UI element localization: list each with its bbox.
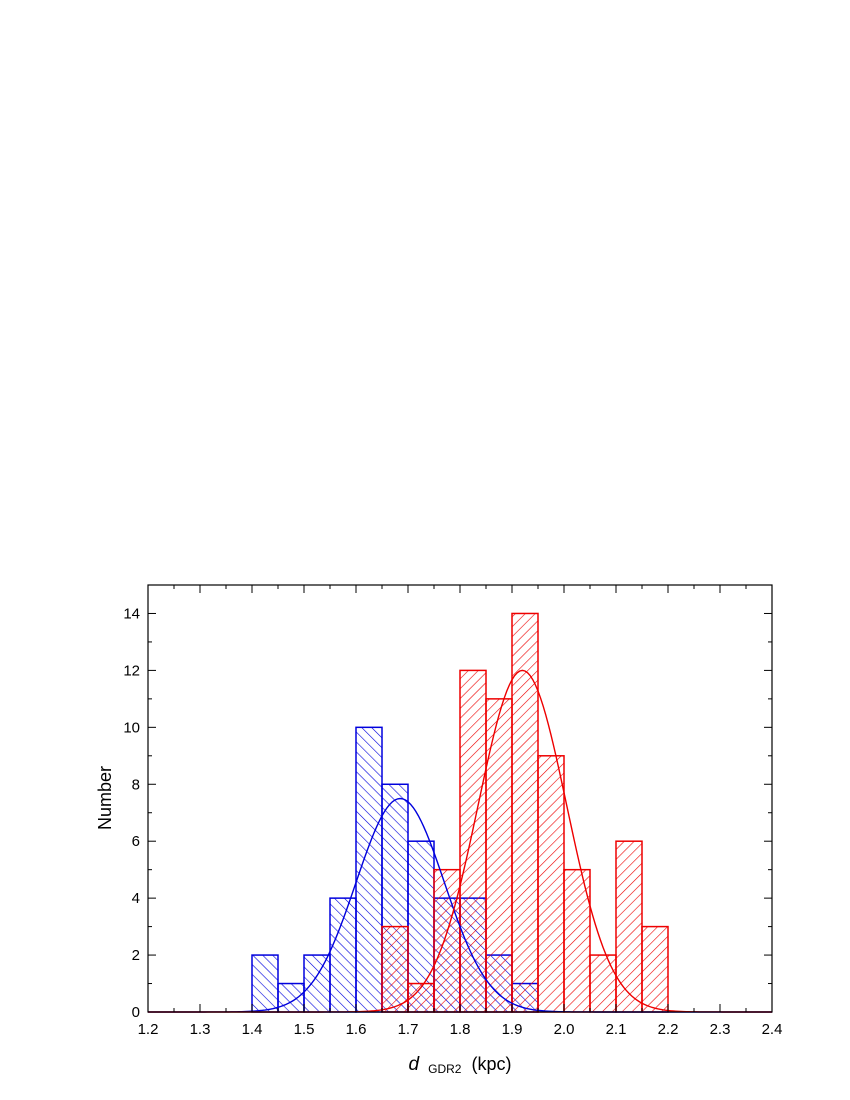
y-axis-title: Number bbox=[95, 766, 115, 830]
x-tick-label: 1.6 bbox=[346, 1021, 367, 1038]
x-tick-label: 2.4 bbox=[762, 1021, 783, 1038]
plot-frame bbox=[147, 584, 773, 1013]
x-tick-label: 1.3 bbox=[190, 1021, 211, 1038]
x-tick-label: 1.2 bbox=[138, 1021, 159, 1038]
y-tick-label: 6 bbox=[132, 833, 140, 850]
x-tick-label: 1.9 bbox=[502, 1021, 523, 1038]
histogram-bar bbox=[433, 868, 461, 1013]
y-tick-labels: 0 2 4 6 8 10 12 14 bbox=[123, 605, 140, 1021]
histogram-bar bbox=[537, 755, 565, 1013]
x-tick-label: 1.5 bbox=[294, 1021, 315, 1038]
x-axis-title-subscript: GDR2 bbox=[428, 1062, 462, 1076]
x-tick-label: 2.1 bbox=[606, 1021, 627, 1038]
histogram-bar bbox=[615, 840, 643, 1013]
x-axis-title-unit: (kpc) bbox=[471, 1054, 511, 1074]
histogram-bar bbox=[329, 897, 357, 1013]
x-tick-label: 1.8 bbox=[450, 1021, 471, 1038]
histogram-bar bbox=[511, 612, 539, 1013]
histogram-bar bbox=[641, 925, 669, 1013]
y-tick-label: 8 bbox=[132, 776, 140, 793]
histogram-bar bbox=[459, 669, 487, 1013]
x-tick-label: 2.3 bbox=[710, 1021, 731, 1038]
histogram-bar bbox=[589, 954, 617, 1013]
x-axis-title: d GDR2 (kpc) bbox=[409, 1054, 512, 1077]
y-tick-label: 0 bbox=[132, 1004, 140, 1021]
y-tick-label: 4 bbox=[132, 890, 140, 907]
y-tick-label: 2 bbox=[132, 947, 140, 964]
histogram-bar bbox=[251, 954, 279, 1013]
x-tick-labels: 1.2 1.3 1.4 1.5 1.6 1.7 1.8 1.9 2.0 2.1 2.2 2.3 2.4 bbox=[138, 1021, 783, 1038]
histogram-bar bbox=[303, 954, 331, 1013]
x-axis-title-symbol: d bbox=[409, 1054, 421, 1075]
x-tick-label: 1.4 bbox=[242, 1021, 263, 1038]
histogram-bar bbox=[277, 982, 305, 1013]
y-tick-label: 10 bbox=[123, 719, 140, 736]
x-tick-label: 2.2 bbox=[658, 1021, 679, 1038]
y-tick-label: 12 bbox=[123, 662, 140, 679]
histogram-bar bbox=[563, 868, 591, 1013]
x-tick-label: 1.7 bbox=[398, 1021, 419, 1038]
y-tick-label: 14 bbox=[123, 605, 140, 622]
histogram-bar bbox=[381, 925, 409, 1013]
x-tick-label: 2.0 bbox=[554, 1021, 575, 1038]
histogram-bar bbox=[485, 698, 513, 1013]
